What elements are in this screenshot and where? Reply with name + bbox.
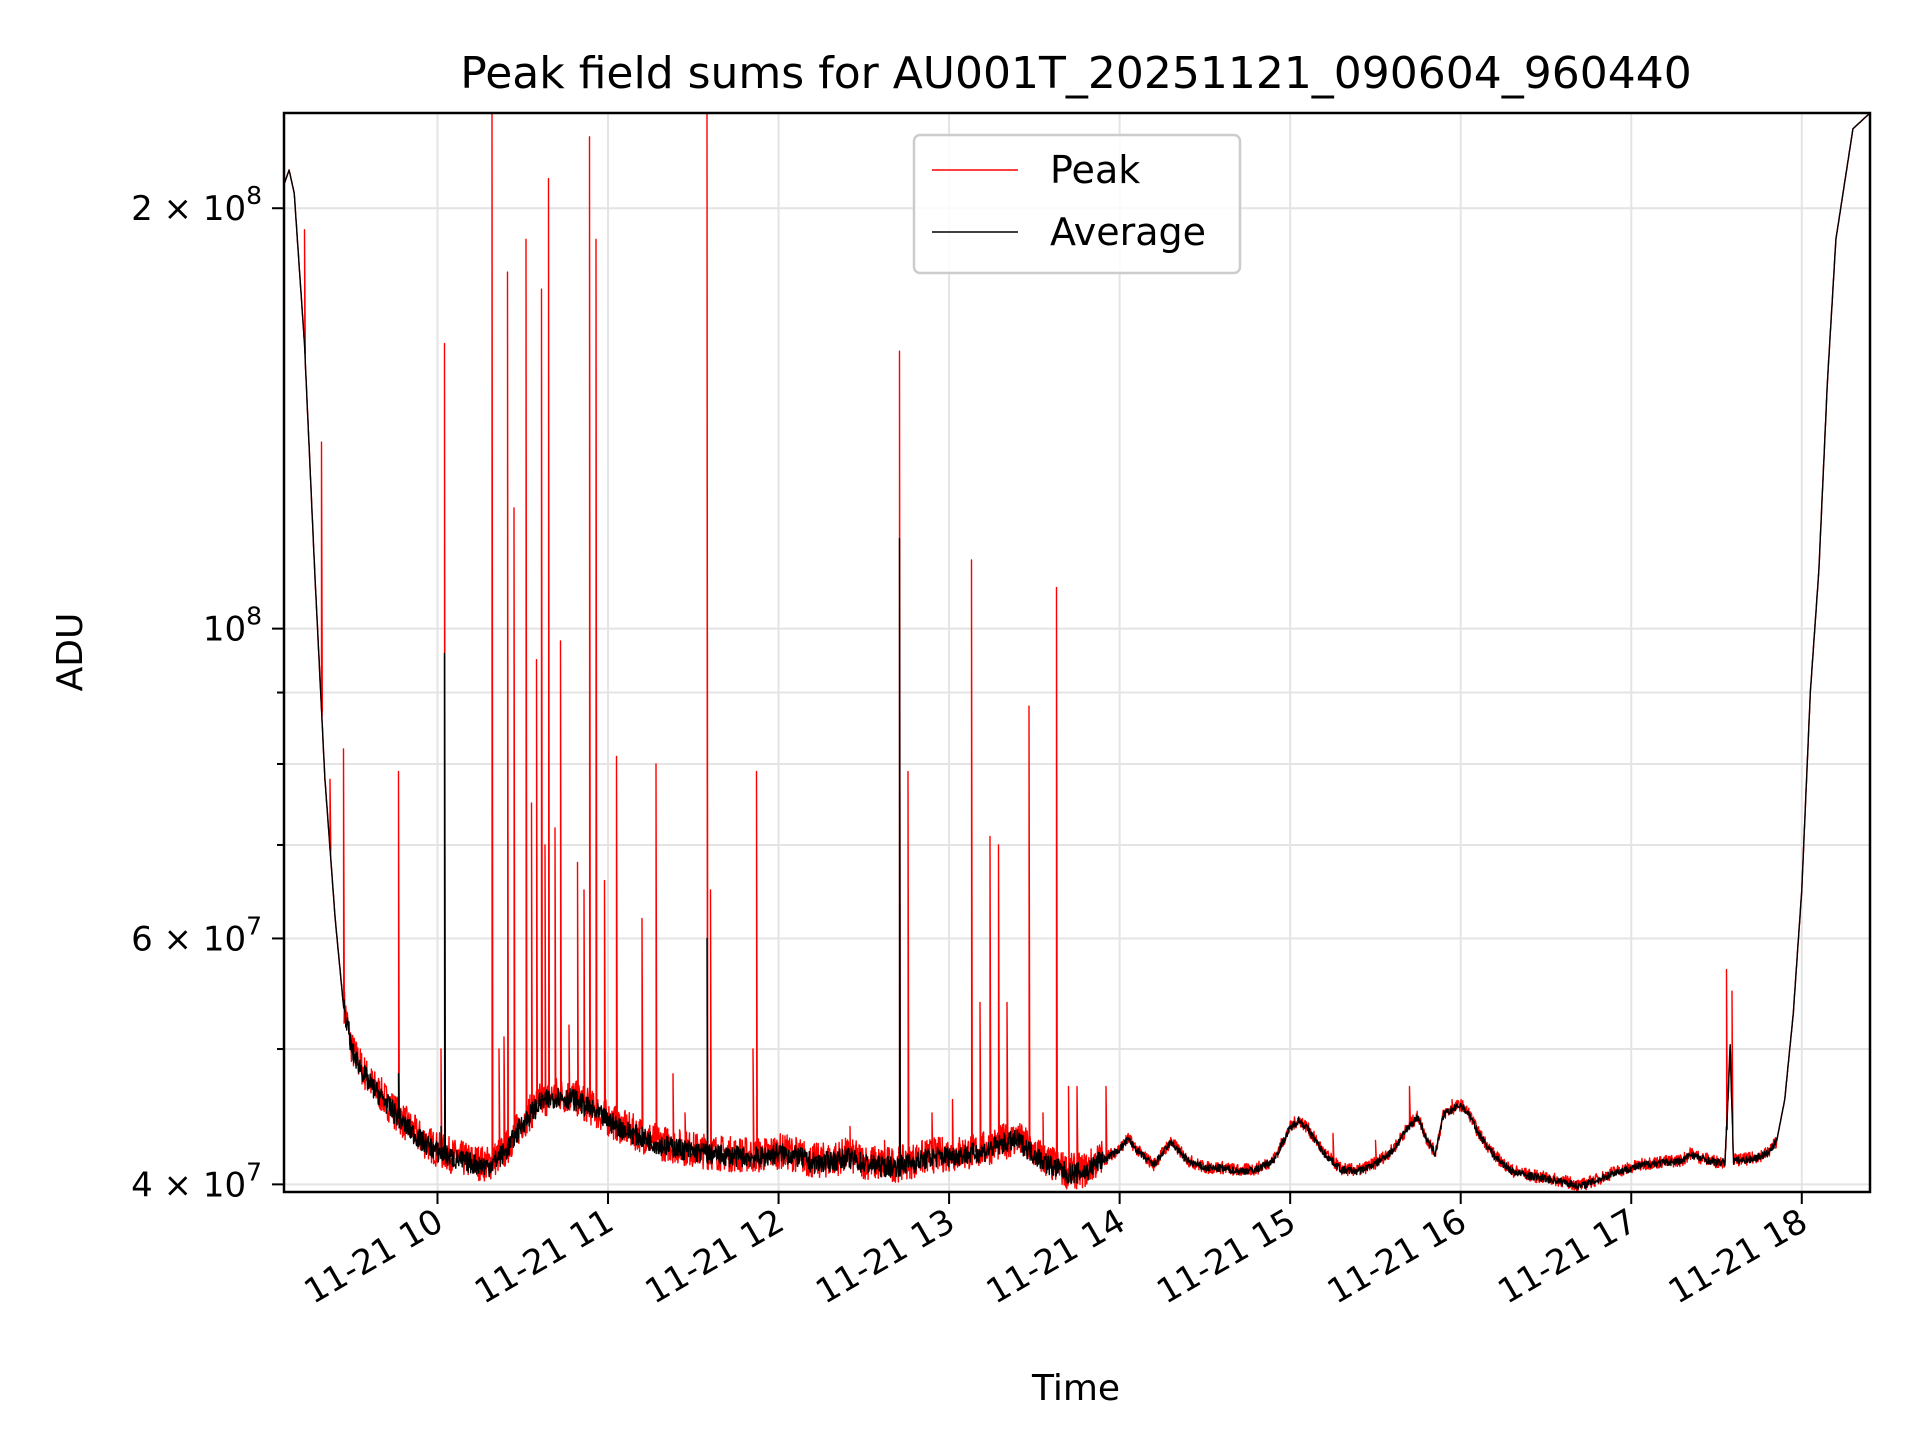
series-layer	[283, 112, 1871, 1192]
legend-label-peak: Peak	[1050, 148, 1140, 192]
legend: Peak Average	[912, 133, 1242, 275]
x-tick-label: 11-21 15	[1150, 1201, 1302, 1312]
y-axis-label: ADU	[50, 613, 91, 692]
y-axis: 4 × 107 6 × 107 108 2 × 108	[131, 181, 284, 1205]
y-tick-label: 108	[203, 602, 262, 650]
chart-title: Peak field sums for AU001T_20251121_0906…	[460, 48, 1692, 99]
y-tick-label: 4 × 107	[131, 1157, 262, 1205]
x-tick-label: 11-21 16	[1321, 1201, 1473, 1312]
grid	[284, 113, 1870, 1192]
series-average-line	[283, 112, 1871, 1191]
plot-frame	[282, 111, 1872, 1194]
x-tick-label: 11-21 10	[298, 1201, 450, 1312]
x-tick-label: 11-21 17	[1491, 1201, 1643, 1312]
y-tick-label: 6 × 107	[131, 911, 262, 959]
x-tick-label: 11-21 14	[980, 1201, 1132, 1312]
x-tick-label: 11-21 18	[1662, 1201, 1814, 1312]
x-tick-label: 11-21 13	[809, 1201, 961, 1312]
legend-label-average: Average	[1050, 210, 1206, 254]
x-axis: 11-21 10 11-21 11 11-21 12 11-21 13 11-21 14…	[298, 1192, 1814, 1312]
x-axis-label: Time	[1031, 1368, 1120, 1409]
x-tick-label: 11-21 12	[639, 1201, 791, 1312]
x-tick-label: 11-21 11	[468, 1201, 620, 1312]
y-tick-label: 2 × 108	[131, 181, 262, 229]
